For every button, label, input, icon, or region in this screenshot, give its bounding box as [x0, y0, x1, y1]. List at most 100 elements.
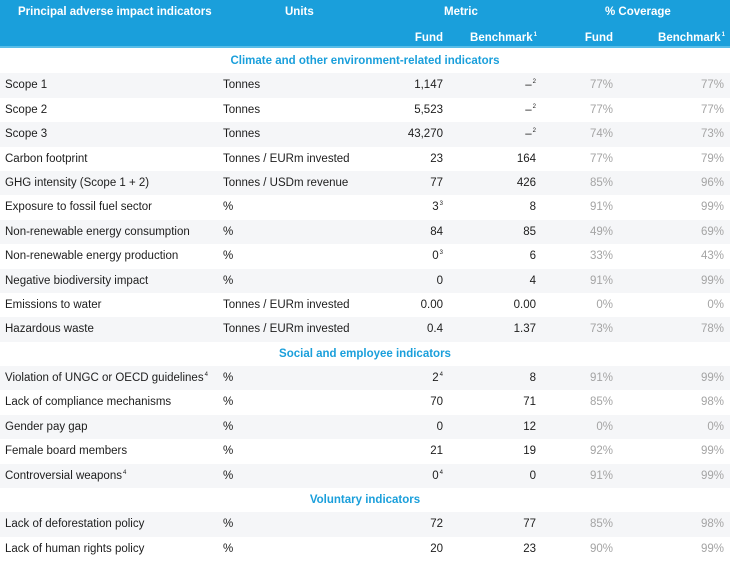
indicator-name: Emissions to water: [5, 299, 102, 311]
unit-text: Tonnes / EURm invested: [223, 152, 350, 165]
indicator-name-text: Violation of UNGC or OECD guidelines: [5, 372, 204, 385]
coverage-benchmark: 96%: [701, 177, 724, 189]
coverage-benchmark: 99%: [701, 201, 724, 213]
coverage-fund-text: 0%: [596, 298, 613, 311]
indicator-name: Female board members: [5, 445, 127, 457]
fund-value: 04: [432, 470, 443, 482]
indicator-name: Negative biodiversity impact: [5, 275, 148, 287]
coverage-benchmark: 98%: [701, 518, 724, 530]
indicator-name-text: Exposure to fossil fuel sector: [5, 201, 153, 214]
coverage-fund: 85%: [590, 396, 613, 408]
coverage-benchmark: 77%: [701, 79, 724, 91]
indicator-name-text: Gender pay gap: [5, 420, 88, 433]
indicator-name-text: Lack of deforestation policy: [5, 518, 145, 531]
coverage-fund: 91%: [590, 201, 613, 213]
unit: Tonnes / EURm invested: [223, 153, 350, 165]
benchmark-value-text: 164: [516, 152, 536, 165]
indicator-name: Non-renewable energy consumption: [5, 226, 190, 238]
benchmark-value: 8: [530, 372, 536, 384]
unit-text: Tonnes: [223, 79, 261, 92]
unit-text: %: [223, 250, 234, 263]
coverage-fund: 92%: [590, 445, 613, 457]
unit: %: [223, 543, 233, 555]
benchmark-value: 4: [530, 275, 536, 287]
table-row: Lack of deforestation policy% 72 77 85% 98%: [0, 512, 730, 537]
indicator-name: Carbon footprint: [5, 153, 87, 165]
unit-text: %: [223, 274, 234, 287]
indicator-name-text: Non-renewable energy production: [5, 250, 179, 263]
indicator-name-text: Emissions to water: [5, 298, 102, 311]
indicator-name: Non-renewable energy production: [5, 250, 178, 262]
coverage-fund-text: 91%: [589, 469, 613, 482]
coverage-benchmark-text: 99%: [700, 445, 724, 458]
fund-value-text: 5,523: [414, 103, 443, 116]
fund-value: 0: [437, 421, 443, 433]
benchmark-value-text: 0: [529, 469, 536, 482]
benchmark-value: –2: [525, 128, 536, 140]
fund-value: 72: [430, 518, 443, 530]
fund-value: 5,523: [414, 104, 443, 116]
fund-value-text: 77: [430, 176, 443, 189]
benchmark-value-text: –: [525, 79, 532, 92]
coverage-fund-text: 85%: [589, 396, 613, 409]
benchmark-value-text: –: [525, 103, 532, 116]
unit: Tonnes: [223, 79, 260, 91]
coverage-fund: 77%: [590, 104, 613, 116]
fund-value-text: 2: [432, 372, 439, 385]
unit: %: [223, 275, 233, 287]
fund-value-text: 70: [430, 396, 443, 409]
fund-value-text: 3: [432, 201, 439, 214]
indicator-name: Scope 3: [5, 128, 47, 140]
benchmark-value: 164: [517, 153, 536, 165]
benchmark-value: 85: [523, 226, 536, 238]
benchmark-value: –2: [525, 104, 536, 116]
coverage-benchmark-text: 96%: [700, 176, 724, 189]
unit: %: [223, 226, 233, 238]
indicator-name-text: Hazardous waste: [5, 323, 94, 336]
footnote-marker: 3: [439, 250, 443, 257]
benchmark-value: –2: [525, 79, 536, 91]
header-benchmark: Benchmark1: [470, 32, 537, 44]
coverage-benchmark: 0%: [707, 299, 724, 311]
header-benchmark-label: Benchmark: [470, 32, 533, 44]
coverage-fund: 85%: [590, 518, 613, 530]
fund-value: 03: [432, 250, 443, 262]
coverage-fund: 91%: [590, 275, 613, 287]
benchmark-value-text: –: [525, 128, 532, 141]
fund-value: 0: [437, 275, 443, 287]
benchmark-value: 1.37: [514, 323, 536, 335]
coverage-benchmark-text: 99%: [700, 201, 724, 214]
coverage-fund-text: 91%: [589, 274, 613, 287]
indicator-name-text: Non-renewable energy consumption: [5, 225, 190, 238]
benchmark-value-text: 71: [523, 396, 536, 409]
benchmark-value-text: 8: [529, 201, 536, 214]
coverage-benchmark-text: 78%: [700, 323, 724, 336]
table-row: Emissions to water Tonnes / EURm invested…: [0, 293, 730, 317]
table-row: Controversial weapons4% 04 0 91% 99%: [0, 463, 730, 489]
benchmark-value-text: 23: [523, 542, 536, 555]
table-row: Hazardous waste Tonnes / EURm invested 0.4…: [0, 317, 730, 342]
unit-text: %: [223, 518, 234, 531]
indicator-name-text: Scope 1: [5, 79, 48, 92]
unit: %: [223, 445, 233, 457]
indicator-name-text: GHG intensity (Scope 1 + 2): [5, 176, 150, 189]
coverage-fund-text: 49%: [589, 225, 613, 238]
indicator-name: GHG intensity (Scope 1 + 2): [5, 177, 149, 189]
benchmark-value: 71: [523, 396, 536, 408]
coverage-fund: 85%: [590, 177, 613, 189]
header-cov-benchmark-label: Benchmark: [658, 32, 721, 44]
indicator-name: Controversial weapons4: [5, 470, 126, 482]
unit: %: [223, 250, 233, 262]
coverage-fund-text: 92%: [589, 445, 613, 458]
unit-text: Tonnes: [223, 103, 261, 116]
table-row: GHG intensity (Scope 1 + 2) Tonnes / USDm…: [0, 170, 730, 196]
coverage-benchmark: 78%: [701, 323, 724, 335]
coverage-benchmark: 99%: [701, 445, 724, 457]
coverage-fund: 33%: [590, 250, 613, 262]
table-row: Lack of compliance mechanisms% 70 71 85% 98%: [0, 390, 730, 414]
coverage-benchmark-text: 98%: [700, 518, 724, 531]
benchmark-value-text: 1.37: [513, 323, 536, 336]
coverage-benchmark: 77%: [701, 104, 724, 116]
table-row: Non-renewable energy production% 03 6 33% 43…: [0, 244, 730, 268]
footnote-marker: 4: [204, 372, 208, 379]
